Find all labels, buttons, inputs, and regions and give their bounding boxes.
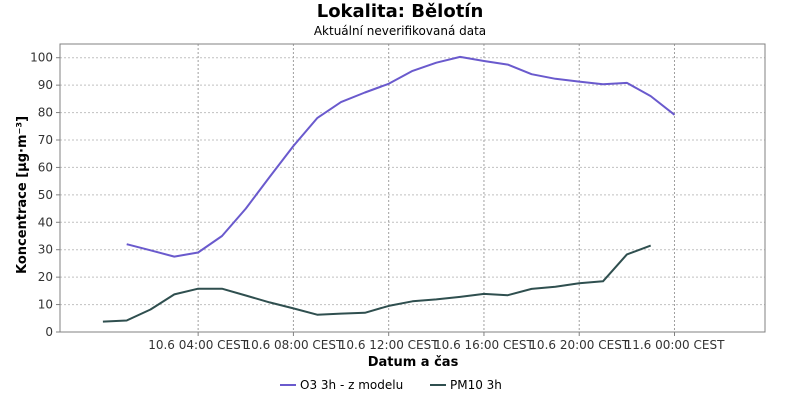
y-tick-label: 50 — [38, 188, 53, 202]
x-tick-label: 10.6 08:00 CEST — [243, 338, 344, 352]
x-tick-label: 11.6 00:00 CEST — [625, 338, 726, 352]
chart-title: Lokalita: Bělotín — [317, 1, 484, 22]
plot-area — [60, 44, 765, 332]
y-tick-label: 60 — [38, 160, 53, 174]
chart-subtitle: Aktuální neverifikovaná data — [314, 24, 486, 38]
x-tick-label: 10.6 04:00 CEST — [148, 338, 249, 352]
y-tick-label: 30 — [38, 243, 53, 257]
legend-label: PM10 3h — [450, 378, 502, 392]
x-tick-label: 10.6 12:00 CEST — [339, 338, 440, 352]
y-tick-label: 70 — [38, 133, 53, 147]
y-tick-label: 40 — [38, 215, 53, 229]
legend: O3 3h - z modelu PM10 3h — [280, 378, 502, 392]
y-tick-label: 0 — [45, 325, 53, 339]
y-axis-label: Koncentrace [µg·m⁻³] — [15, 116, 30, 274]
series-line-0 — [126, 55, 676, 258]
y-tick-label: 80 — [38, 106, 53, 120]
y-tick-label: 90 — [38, 78, 53, 92]
x-axis-label: Datum a čas — [368, 355, 459, 370]
series-line-1 — [102, 244, 652, 323]
y-tick-label: 20 — [38, 270, 53, 284]
y-tick-label: 100 — [30, 51, 53, 65]
plot-border — [59, 43, 766, 333]
legend-label: O3 3h - z modelu — [300, 378, 403, 392]
x-tick-label: 10.6 20:00 CEST — [529, 338, 630, 352]
y-tick-label: 10 — [38, 298, 53, 312]
x-tick-label: 10.6 16:00 CEST — [434, 338, 535, 352]
